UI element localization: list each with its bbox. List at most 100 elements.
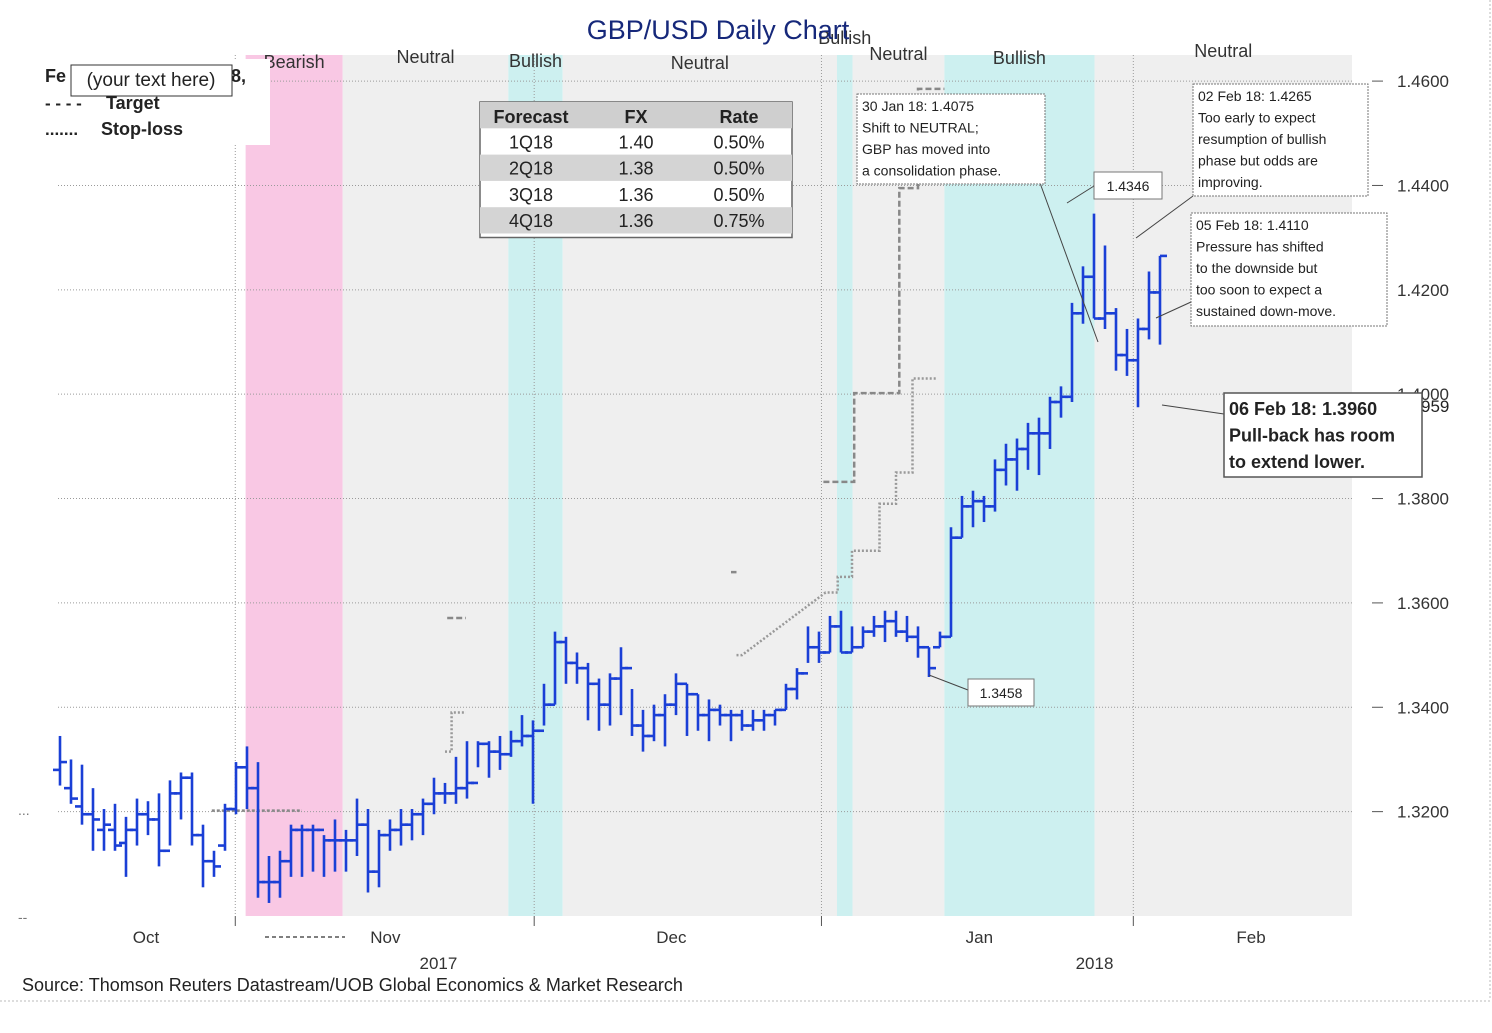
price-bar <box>922 645 936 678</box>
annotation-line: sustained down-move. <box>1196 303 1336 319</box>
price-bar <box>97 809 111 851</box>
regime-label: Neutral <box>1194 41 1252 61</box>
annotation-line: 1.4346 <box>1107 178 1150 194</box>
annotation-high: 1.4346 <box>1066 171 1163 204</box>
y-tick-label: 1.3200 <box>1397 803 1449 822</box>
annotation-box <box>1192 83 1369 197</box>
annotation-line: improving. <box>1198 174 1263 190</box>
stop-loss-line <box>445 711 466 753</box>
annotation-feb05: 05 Feb 18: 1.4110 Pressure has shifted to … <box>1155 212 1388 327</box>
x-month-label: Oct <box>133 928 160 947</box>
annotation-line: to the downside but <box>1196 260 1318 276</box>
price-bar <box>130 798 144 846</box>
annotation-line: Pull-back has room <box>1229 426 1395 446</box>
table-header-cell: Forecast <box>493 107 568 127</box>
regime-band <box>836 55 853 916</box>
table-cell: 0.75% <box>713 211 764 231</box>
x-month-label: Feb <box>1236 928 1265 947</box>
table-cell: 0.50% <box>713 132 764 152</box>
annotation-line: Shift to NEUTRAL; <box>862 120 979 136</box>
table-header-cell: Rate <box>719 107 758 127</box>
legend-stop-symbol: ....... <box>45 120 78 139</box>
table-cell: 3Q18 <box>509 185 553 205</box>
legend-placeholder-box <box>70 64 233 97</box>
table-row-bg <box>480 207 792 234</box>
price-bar <box>75 764 89 825</box>
regime-label: Bearish <box>264 52 325 72</box>
price-bar <box>196 824 210 888</box>
annotation-line: to extend lower. <box>1229 452 1365 472</box>
table-cell: 1.36 <box>618 185 653 205</box>
annotation-line: a consolidation phase. <box>862 163 1001 179</box>
table-cell: 1.36 <box>618 211 653 231</box>
price-bar <box>119 816 133 877</box>
plot-background <box>245 55 1352 916</box>
table-cell: 2Q18 <box>509 159 553 179</box>
regime-label: Bullish <box>509 51 562 71</box>
annotation-line: 1.3458 <box>980 685 1023 701</box>
regime-band <box>245 55 343 916</box>
x-year-label: 2018 <box>1076 954 1114 973</box>
regime-label: Bullish <box>818 28 871 48</box>
annotation-line: too soon to expect a <box>1196 282 1322 298</box>
annotation-line: Pressure has shifted <box>1196 239 1324 255</box>
annotation-box <box>967 678 1035 707</box>
y-tick-label: 1.3800 <box>1397 490 1449 509</box>
price-bar <box>53 735 67 786</box>
edge-mark: -- <box>18 909 28 925</box>
price-bar <box>1153 254 1167 345</box>
legend-placeholder-text: (your text here) <box>87 70 216 91</box>
annotation-box <box>1093 171 1163 200</box>
x-month-label: Dec <box>656 928 687 947</box>
price-bar <box>174 772 188 820</box>
annotation-line: 06 Feb 18: 1.3960 <box>1229 399 1377 419</box>
annotation-pointer <box>1161 404 1225 415</box>
x-month-label: Nov <box>370 928 401 947</box>
annotation-feb02: 02 Feb 18: 1.4265 Too early to expect resu… <box>1135 83 1369 239</box>
forecast-table: Forecast FX Rate 1Q18 1.40 0.50% 2Q18 1.38 0.50%… <box>479 101 793 239</box>
regime-label: Neutral <box>869 44 927 64</box>
legend-stop-label: Stop-loss <box>101 119 183 139</box>
annotation-line: Too early to expect <box>1198 110 1316 126</box>
table-cell: 0.50% <box>713 185 764 205</box>
y-tick-label: 1.3600 <box>1397 594 1449 613</box>
price-bar <box>108 803 122 851</box>
annotation-line: 05 Feb 18: 1.4110 <box>1196 217 1309 233</box>
table-header-cell: FX <box>624 107 647 127</box>
regime-label: Neutral <box>396 47 454 67</box>
annotation-low: 1.3458 <box>928 674 1035 707</box>
y-tick-label: 1.4600 <box>1397 72 1449 91</box>
annotation-box <box>1190 212 1388 327</box>
legend-target-symbol: - - - - <box>45 94 82 113</box>
source-text: Source: Thomson Reuters Datastream/UOB G… <box>22 975 683 995</box>
y-tick-label: 1.3400 <box>1397 698 1449 717</box>
last-price-label: 959 <box>1421 397 1449 416</box>
legend-target-label: Target <box>106 93 160 113</box>
annotation-box <box>856 93 1046 185</box>
annotation-pointer <box>1135 195 1194 239</box>
y-tick-label: 1.4400 <box>1397 176 1449 195</box>
annotation-feb06: 06 Feb 18: 1.3960 Pull-back has room to ex… <box>1161 392 1423 478</box>
annotation-pointer <box>1066 185 1095 204</box>
price-bar <box>86 788 100 851</box>
table-cell: 1Q18 <box>509 132 553 152</box>
legend: Fe 8, (your text here) - - - - Target.......… <box>36 59 270 145</box>
price-bar <box>229 762 243 815</box>
regime-label: Bullish <box>993 48 1046 68</box>
annotation-line: resumption of bullish <box>1198 131 1326 147</box>
price-bar <box>207 850 221 877</box>
regime-band <box>944 55 1095 916</box>
table-cell: 1.38 <box>618 159 653 179</box>
annotation-line: 02 Feb 18: 1.4265 <box>1198 88 1312 104</box>
annotation-pointer <box>1155 301 1192 319</box>
price-bar <box>64 759 78 804</box>
annotation-box <box>1223 392 1423 478</box>
price-bar <box>218 803 232 851</box>
regime-label: Neutral <box>671 53 729 73</box>
table-cell: 0.50% <box>713 159 764 179</box>
regime-labels: Bearish Neutral Bullish NeutralBullishNeutr… <box>264 28 1253 73</box>
price-bars <box>53 213 1167 903</box>
annotation-line: GBP has moved into <box>862 141 990 157</box>
table-header-bg <box>480 102 792 129</box>
